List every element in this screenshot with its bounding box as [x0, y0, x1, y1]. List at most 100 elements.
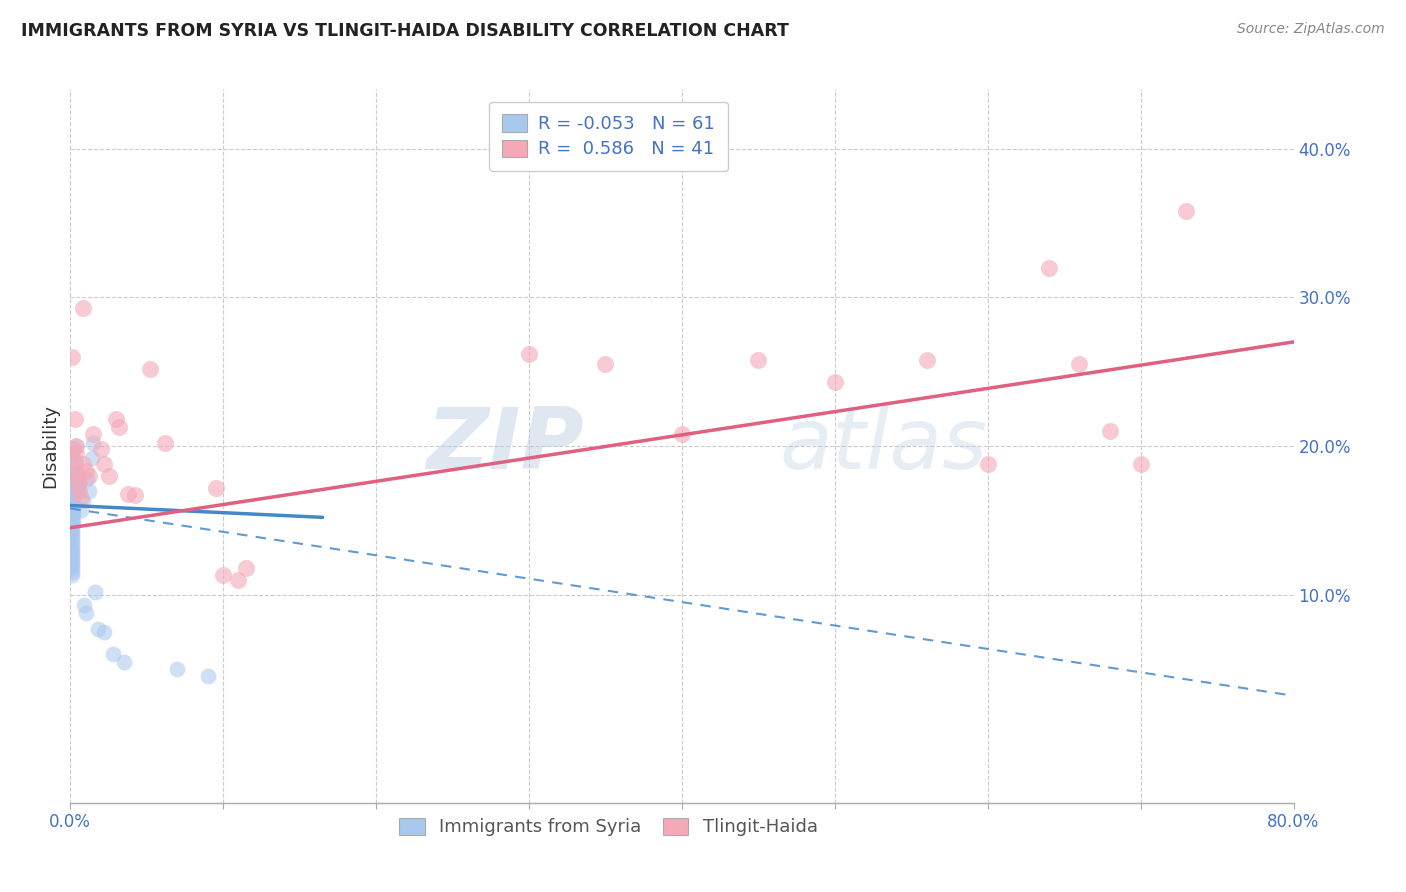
Point	[60, 546, 83, 560]
Point	[60, 476, 83, 491]
Point	[66, 476, 89, 491]
Point	[75, 464, 97, 478]
Point	[82, 427, 104, 442]
Point	[228, 573, 250, 587]
Point	[60, 561, 83, 575]
Point	[65, 457, 87, 471]
Point	[105, 412, 128, 426]
Point	[60, 350, 83, 364]
Text: ZIP: ZIP	[426, 404, 583, 488]
Text: Source: ZipAtlas.com: Source: ZipAtlas.com	[1237, 22, 1385, 37]
Point	[101, 647, 124, 661]
Point	[87, 622, 110, 636]
Point	[63, 481, 86, 495]
Point	[60, 552, 83, 566]
Point	[1175, 204, 1198, 219]
Point	[60, 526, 83, 541]
Point	[60, 506, 83, 520]
Point	[235, 561, 257, 575]
Point	[72, 494, 94, 508]
Point	[112, 655, 135, 669]
Point	[60, 501, 83, 516]
Point	[153, 436, 176, 450]
Point	[97, 468, 120, 483]
Point	[60, 558, 83, 572]
Point	[108, 419, 131, 434]
Legend: Immigrants from Syria, Tlingit-Haida: Immigrants from Syria, Tlingit-Haida	[388, 807, 828, 847]
Point	[60, 486, 83, 500]
Point	[60, 516, 83, 531]
Point	[60, 491, 83, 505]
Point	[62, 486, 84, 500]
Point	[117, 486, 139, 500]
Point	[824, 375, 846, 389]
Point	[80, 450, 103, 465]
Point	[60, 568, 83, 582]
Point	[72, 457, 94, 471]
Point	[70, 503, 93, 517]
Point	[60, 566, 83, 580]
Point	[60, 543, 83, 558]
Point	[63, 464, 86, 478]
Point	[915, 352, 938, 367]
Point	[60, 549, 83, 563]
Point	[76, 472, 98, 486]
Point	[93, 624, 115, 639]
Point	[976, 457, 998, 471]
Point	[60, 530, 83, 544]
Point	[83, 584, 105, 599]
Point	[60, 446, 83, 460]
Point	[77, 468, 100, 483]
Point	[65, 439, 87, 453]
Point	[60, 461, 83, 475]
Point	[90, 442, 112, 456]
Point	[197, 669, 219, 683]
Point	[69, 476, 91, 491]
Point	[60, 540, 83, 554]
Point	[66, 481, 89, 495]
Point	[72, 301, 94, 315]
Point	[60, 521, 83, 535]
Point	[60, 494, 83, 508]
Point	[212, 568, 235, 582]
Point	[204, 481, 226, 495]
Point	[1129, 457, 1152, 471]
Point	[60, 524, 83, 538]
Y-axis label: Disability: Disability	[41, 404, 59, 488]
Point	[62, 481, 84, 495]
Point	[73, 598, 96, 612]
Point	[69, 483, 91, 498]
Point	[166, 662, 188, 676]
Point	[75, 606, 97, 620]
Point	[60, 483, 83, 498]
Point	[70, 491, 93, 505]
Point	[1099, 424, 1122, 438]
Point	[60, 535, 83, 549]
Point	[139, 361, 162, 376]
Point	[60, 555, 83, 569]
Point	[62, 506, 84, 520]
Point	[93, 457, 115, 471]
Point	[62, 491, 84, 505]
Point	[62, 510, 84, 524]
Point	[747, 352, 769, 367]
Point	[65, 446, 87, 460]
Text: IMMIGRANTS FROM SYRIA VS TLINGIT-HAIDA DISABILITY CORRELATION CHART: IMMIGRANTS FROM SYRIA VS TLINGIT-HAIDA D…	[21, 22, 789, 40]
Point	[1038, 260, 1060, 275]
Point	[82, 436, 104, 450]
Point	[1069, 357, 1091, 371]
Point	[63, 475, 86, 489]
Point	[60, 468, 83, 483]
Text: atlas: atlas	[780, 404, 988, 488]
Point	[62, 472, 84, 486]
Point	[66, 468, 89, 483]
Point	[595, 357, 617, 371]
Point	[65, 439, 87, 453]
Point	[60, 508, 83, 523]
Point	[63, 454, 86, 468]
Point	[60, 533, 83, 547]
Point	[62, 516, 84, 531]
Point	[77, 483, 100, 498]
Point	[63, 412, 86, 426]
Point	[671, 427, 693, 442]
